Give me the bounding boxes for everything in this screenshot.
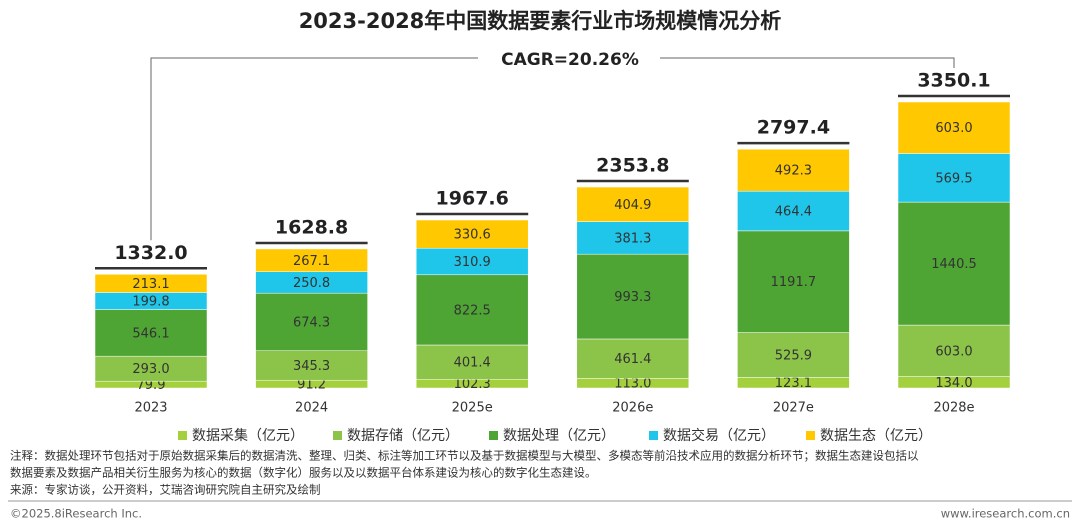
segment-label: 401.4 — [454, 356, 491, 371]
total-label: 1332.0 — [114, 242, 187, 264]
footer-left: ©2025.8iResearch Inc. — [10, 507, 142, 521]
total-label: 3350.1 — [917, 70, 990, 92]
segment-label: 993.3 — [614, 290, 651, 305]
source-line: 来源：专家访谈，公开资料，艾瑞咨询研究院自主研究及绘制 — [10, 483, 321, 497]
bar-segment — [897, 324, 1011, 377]
bar-segment — [255, 292, 368, 351]
legend-label: 数据采集（亿元） — [192, 427, 304, 444]
segment-label: 91.2 — [297, 378, 326, 393]
note-line: 注释：数据处理环节包括对于原始数据采集后的数据清洗、整理、归类、标注等加工环节以… — [10, 449, 919, 463]
bar-segment — [576, 221, 690, 255]
segment-label: 102.3 — [454, 377, 491, 392]
x-tick-label: 2026e — [612, 401, 653, 416]
segment-label: 213.1 — [132, 277, 169, 292]
bar-segment — [576, 186, 690, 222]
cagr-label: CAGR=20.26% — [501, 50, 639, 70]
legend-label: 数据交易（亿元） — [663, 427, 775, 444]
segment-label: 293.0 — [132, 362, 169, 377]
segment-label: 404.9 — [614, 198, 651, 213]
chart-title: 2023-2028年中国数据要素行业市场规模情况分析 — [299, 9, 782, 33]
cagr-bracket — [150, 57, 955, 241]
bar-segment — [897, 101, 1011, 154]
legend-swatch — [178, 431, 187, 440]
x-tick-label: 2024 — [295, 401, 328, 416]
segment-label: 1440.5 — [931, 257, 977, 272]
segment-label: 525.9 — [775, 349, 812, 364]
footer-right: www.iresearch.com.cn — [941, 507, 1070, 521]
segment-label: 330.6 — [454, 228, 491, 243]
segment-label: 113.0 — [614, 377, 651, 392]
segment-label: 250.8 — [293, 276, 330, 291]
segment-label: 674.3 — [293, 315, 330, 330]
segment-label: 569.5 — [935, 171, 972, 186]
legend-label: 数据处理（亿元） — [503, 428, 615, 444]
segment-label: 603.0 — [935, 344, 972, 359]
bar-segment — [415, 247, 529, 276]
segment-label: 134.0 — [935, 376, 972, 391]
segment-label: 381.3 — [614, 231, 651, 246]
bar-segment — [897, 201, 1011, 326]
total-label: 1628.8 — [275, 216, 348, 238]
bar-segment — [415, 344, 529, 380]
bar-segment — [576, 338, 690, 379]
total-label: 2353.8 — [596, 155, 669, 177]
bar-segment — [94, 274, 208, 293]
legend-label: 数据存储（亿元） — [347, 428, 459, 444]
segment-label: 464.4 — [775, 205, 812, 220]
segment-label: 79.9 — [137, 378, 166, 393]
bar-segment — [255, 350, 368, 381]
segment-label: 123.1 — [775, 376, 812, 391]
note-line: 数据要素及数据产品相关衍生服务为核心的数据（数字化）服务以及以数据平台体系建设为… — [10, 466, 597, 480]
x-tick-label: 2028e — [933, 401, 974, 416]
bar-segment — [737, 148, 850, 192]
legend-swatch — [649, 431, 658, 440]
segment-label: 345.3 — [293, 359, 330, 374]
segment-label: 546.1 — [132, 326, 169, 341]
bar-segment — [415, 219, 529, 249]
bar-segment — [576, 253, 690, 340]
legend-label: 数据生态（亿元） — [820, 428, 932, 444]
legend-swatch — [806, 431, 815, 440]
total-label: 2797.4 — [757, 117, 830, 139]
segment-label: 822.5 — [454, 303, 491, 318]
legend-swatch — [489, 431, 498, 440]
segment-label: 1191.7 — [771, 275, 817, 290]
segment-label: 492.3 — [775, 164, 812, 179]
segment-label: 267.1 — [293, 254, 330, 269]
bar-segment — [737, 332, 850, 378]
bar-segment — [94, 355, 208, 382]
bar-segment — [897, 153, 1011, 203]
total-label: 1967.6 — [436, 188, 509, 210]
x-tick-label: 2023 — [134, 401, 167, 416]
bar-segment — [737, 230, 850, 333]
x-tick-label: 2025e — [452, 401, 493, 416]
legend-swatch — [333, 431, 342, 440]
segment-label: 461.4 — [614, 352, 651, 367]
segment-label: 310.9 — [454, 255, 491, 270]
x-tick-label: 2027e — [773, 401, 814, 416]
segment-label: 199.8 — [132, 295, 169, 310]
segment-label: 603.0 — [935, 121, 972, 136]
bar-segment — [255, 248, 368, 273]
